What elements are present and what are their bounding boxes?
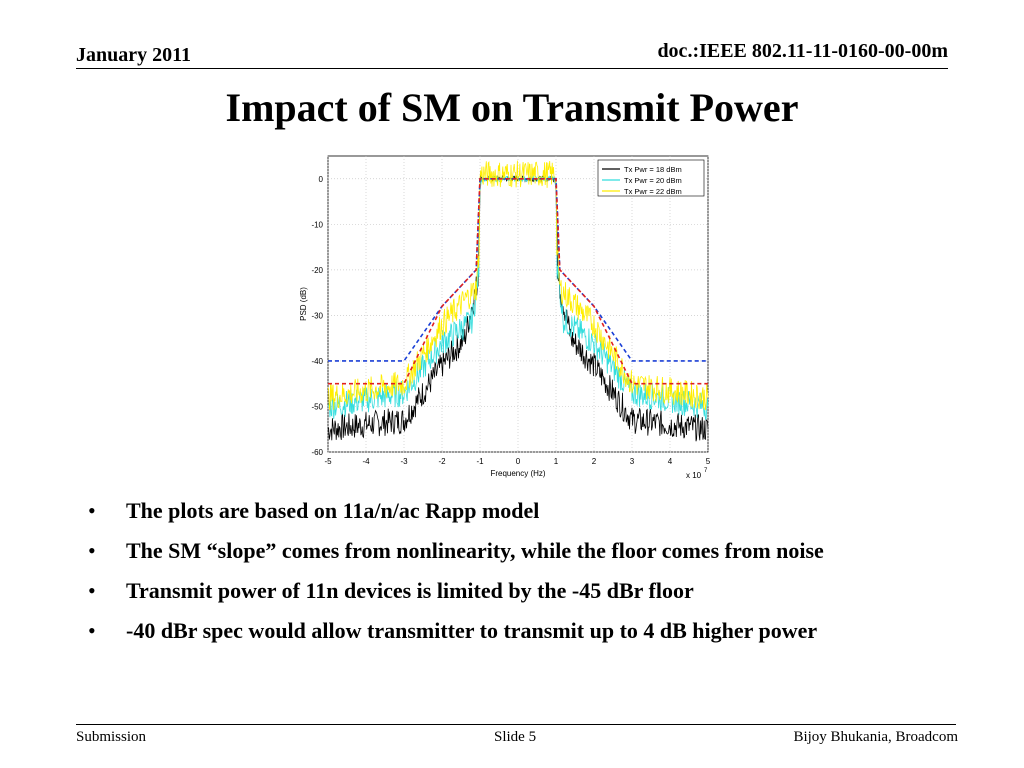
bullet-dot-icon: •: [88, 538, 96, 563]
slide-title: Impact of SM on Transmit Power: [225, 85, 799, 130]
legend-label: Tx Pwr = 22 dBm: [624, 187, 682, 196]
legend-label: Tx Pwr = 20 dBm: [624, 176, 682, 185]
x-axis-label: Frequency (Hz): [490, 469, 545, 478]
legend-label: Tx Pwr = 18 dBm: [624, 165, 682, 174]
x-tick-label: -2: [438, 457, 446, 466]
mask-line: [328, 177, 708, 362]
y-tick-label: -60: [311, 448, 323, 457]
y-tick-label: -30: [311, 311, 323, 320]
x-tick-label: 2: [592, 457, 597, 466]
y-axis-label: PSD (dB): [299, 287, 308, 321]
footer-submission: Submission: [76, 729, 147, 745]
bullet-dot-icon: •: [88, 498, 96, 523]
x-tick-label: 0: [516, 457, 521, 466]
x-exponent-power: 7: [704, 468, 708, 474]
header-divider: [76, 68, 948, 69]
x-exponent-label: x 10: [686, 471, 702, 480]
header-date: January 2011: [76, 44, 192, 66]
bullet-dot-icon: •: [88, 618, 96, 643]
bullet-item: • -40 dBr spec would allow transmitter to…: [88, 614, 968, 647]
legend-box: [597, 159, 705, 197]
footer-author: Bijoy Bhukania, Broadcom: [793, 729, 958, 745]
x-tick-label: 3: [630, 457, 635, 466]
bullet-item: • Transmit power of 11n devices is limite…: [88, 574, 968, 607]
y-tick-label: -40: [311, 357, 323, 366]
x-tick-label: 5: [706, 457, 711, 466]
psd-chart: -5 -4 -3 -2 -1 0 1 2 3 4 50-10-20-30-40-50-60Frequ…: [299, 155, 711, 480]
mask-line: [328, 177, 708, 385]
bullet-text: -40 dBr spec would allow transmitter to …: [126, 618, 818, 643]
x-tick-label: -5: [324, 457, 332, 466]
x-tick-label: 1: [554, 457, 559, 466]
x-tick-label: 4: [668, 457, 673, 466]
header-doc-id: doc.:IEEE 802.11-11-0160-00-00m: [657, 40, 948, 62]
y-tick-label: -50: [311, 402, 323, 411]
bullet-item: • The plots are based on 11a/n/ac Rapp mo…: [88, 494, 968, 527]
footer-slide-number: Slide 5: [494, 729, 537, 745]
y-tick-label: 0: [319, 175, 324, 184]
x-tick-label: -3: [400, 457, 408, 466]
x-tick-label: -1: [476, 457, 484, 466]
bullet-text: Transmit power of 11n devices is limited…: [126, 578, 694, 603]
bullet-item: • The SM “slope” comes from nonlinearity,…: [88, 534, 968, 567]
bullet-list: • The plots are based on 11a/n/ac Rapp mo…: [88, 494, 968, 654]
footer-divider: [76, 724, 956, 725]
x-tick-label: -4: [362, 457, 370, 466]
bullet-dot-icon: •: [88, 578, 96, 603]
y-tick-label: -10: [311, 220, 323, 229]
bullet-text: The SM “slope” comes from nonlinearity, …: [126, 538, 824, 563]
y-tick-label: -20: [311, 266, 323, 275]
bullet-text: The plots are based on 11a/n/ac Rapp mod…: [126, 498, 540, 523]
